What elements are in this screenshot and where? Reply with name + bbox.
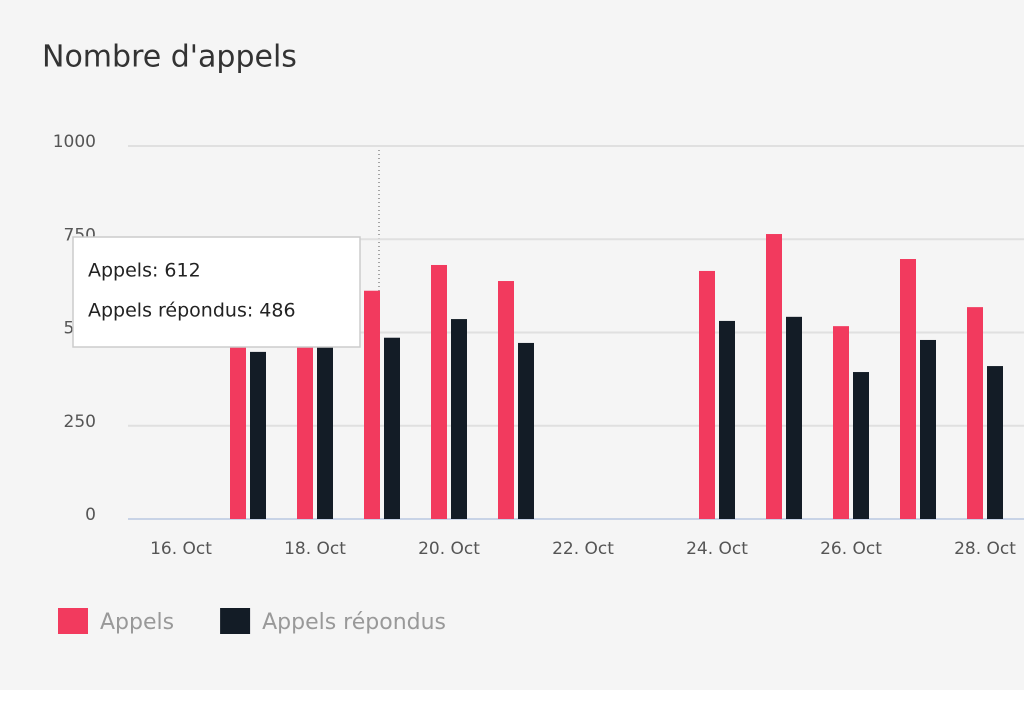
legend-label[interactable]: Appels répondus [262, 610, 446, 635]
y-tick-label: 250 [64, 412, 96, 432]
bar [451, 319, 467, 519]
x-tick-label: 24. Oct [686, 539, 748, 559]
bar [967, 307, 983, 519]
bar [498, 281, 514, 519]
x-tick-label: 16. Oct [150, 539, 212, 559]
x-tick-label: 26. Oct [820, 539, 882, 559]
bar [317, 343, 333, 519]
bar [250, 351, 266, 519]
chart-title: Nombre d'appels [42, 40, 297, 75]
legend-label[interactable]: Appels [100, 610, 174, 635]
bar [766, 234, 782, 519]
bar [699, 270, 715, 519]
bar [364, 290, 380, 519]
bar [833, 326, 849, 519]
x-tick-label: 22. Oct [552, 539, 614, 559]
bar [431, 264, 447, 519]
y-tick-label: 1000 [53, 132, 96, 152]
x-tick-label: 28. Oct [954, 539, 1016, 559]
bar [900, 259, 916, 519]
bar [518, 342, 534, 519]
bar [719, 320, 735, 519]
x-tick-label: 20. Oct [418, 539, 480, 559]
tooltip-box [72, 236, 361, 348]
bar [853, 372, 869, 519]
bar [230, 310, 246, 519]
bar [786, 316, 802, 519]
bar [987, 366, 1003, 519]
y-tick-label: 0 [85, 505, 96, 525]
tooltip-line: Appels répondus: 486 [88, 300, 296, 322]
tooltip-line: Appels: 612 [88, 260, 201, 282]
tooltip: Appels: 612 Appels répondus: 486 [72, 236, 361, 348]
bar [920, 339, 936, 519]
bar [297, 302, 313, 519]
x-tick-label: 18. Oct [284, 539, 346, 559]
bar [384, 337, 400, 519]
legend-swatch [220, 608, 251, 634]
legend-swatch [58, 608, 88, 634]
